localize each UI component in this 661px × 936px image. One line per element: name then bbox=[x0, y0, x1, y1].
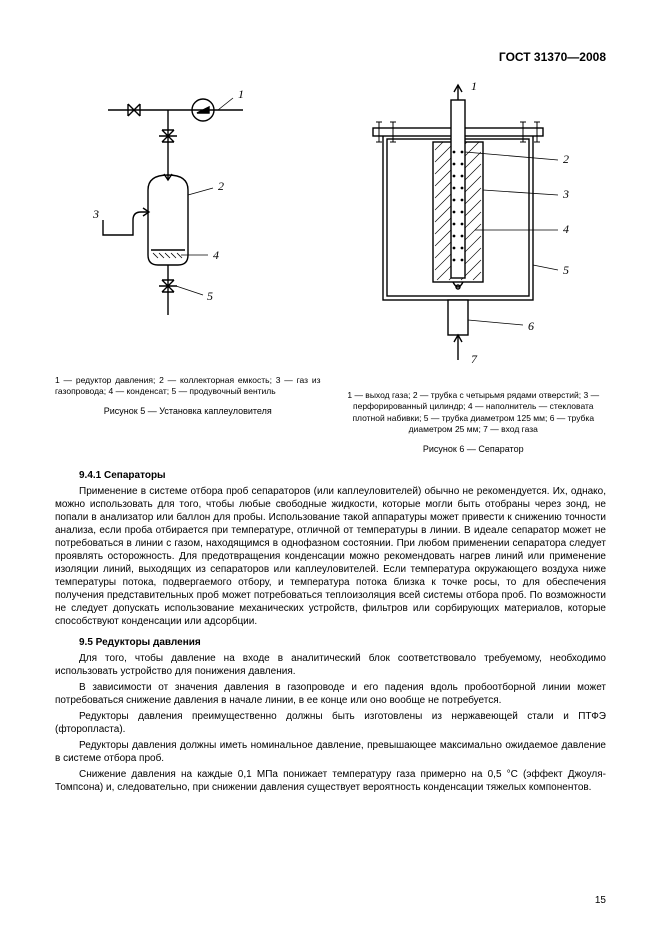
section-95-p2: В зависимости от значения давления в газ… bbox=[55, 681, 606, 707]
fig5-callout-5: 5 bbox=[207, 289, 213, 303]
section-95-p1: Для того, чтобы давление на входе в анал… bbox=[55, 652, 606, 678]
body-text: 9.4.1 Сепараторы Применение в системе от… bbox=[55, 469, 606, 794]
figure-6-column: 1 2 3 4 5 6 7 1 — выход газа; 2 — трубка… bbox=[341, 80, 607, 454]
fig6-callout-1: 1 bbox=[471, 80, 477, 93]
standard-header: ГОСТ 31370—2008 bbox=[499, 50, 606, 64]
section-95-p4: Редукторы давления должны иметь номиналь… bbox=[55, 739, 606, 765]
fig6-callout-6: 6 bbox=[528, 319, 534, 333]
fig6-callout-3: 3 bbox=[562, 187, 569, 201]
fig5-callout-2: 2 bbox=[218, 179, 224, 193]
figure-5-diagram: 1 2 3 4 5 bbox=[73, 80, 303, 365]
fig5-callout-4: 4 bbox=[213, 248, 219, 262]
fig6-callout-5: 5 bbox=[563, 263, 569, 277]
figure-6-diagram: 1 2 3 4 5 6 7 bbox=[343, 80, 603, 380]
figure-6-legend: 1 — выход газа; 2 — трубка с четырьмя ря… bbox=[341, 390, 607, 436]
fig5-callout-1: 1 bbox=[238, 87, 244, 101]
figures-row: 1 2 3 4 5 1 — редуктор давления; 2 — кол… bbox=[55, 80, 606, 454]
figure-5-legend: 1 — редуктор давления; 2 — коллекторная … bbox=[55, 375, 321, 398]
section-941-p1: Применение в системе отбора проб сепарат… bbox=[55, 485, 606, 628]
fig6-callout-7: 7 bbox=[471, 352, 478, 366]
figure-5-column: 1 2 3 4 5 1 — редуктор давления; 2 — кол… bbox=[55, 80, 321, 454]
fig5-callout-3: 3 bbox=[92, 207, 99, 221]
section-941-header: 9.4.1 Сепараторы bbox=[55, 469, 606, 482]
page: ГОСТ 31370—2008 bbox=[0, 0, 661, 936]
section-95-p3: Редукторы давления преимущественно должн… bbox=[55, 710, 606, 736]
fig6-callout-2: 2 bbox=[563, 152, 569, 166]
page-number: 15 bbox=[595, 895, 606, 906]
fig6-callout-4: 4 bbox=[563, 222, 569, 236]
figure-5-caption: Рисунок 5 — Установка каплеуловителя bbox=[104, 406, 272, 416]
section-95-p5: Снижение давления на каждые 0,1 МПа пони… bbox=[55, 768, 606, 794]
section-95-header: 9.5 Редукторы давления bbox=[55, 636, 606, 649]
figure-6-caption: Рисунок 6 — Сепаратор bbox=[423, 444, 524, 454]
